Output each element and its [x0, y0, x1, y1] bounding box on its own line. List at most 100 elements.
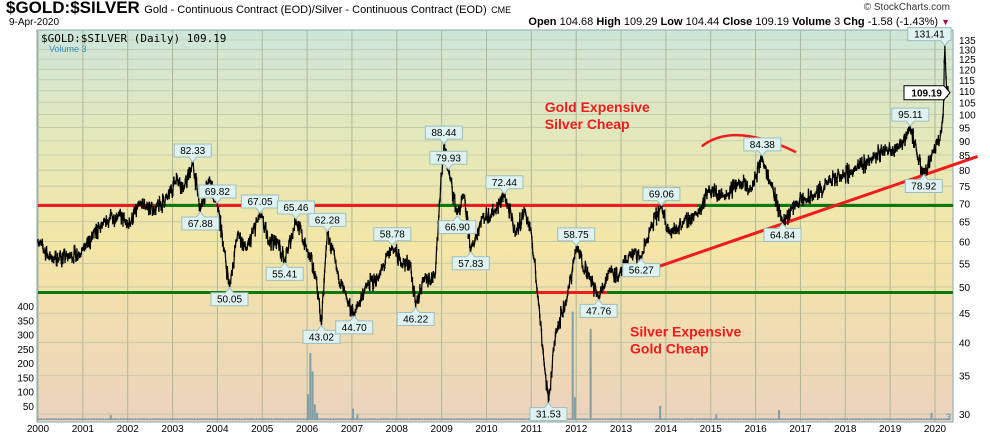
volume-bar [428, 418, 430, 420]
y-tick-label: 35 [959, 372, 971, 383]
volume-bar [595, 418, 597, 420]
volume-spike [307, 394, 310, 420]
volume-bar [518, 418, 520, 420]
volume-bar [616, 418, 618, 420]
volume-bar [503, 418, 505, 420]
legend-volume: Volume 3 [49, 44, 87, 54]
volume-bar [448, 418, 450, 420]
volume-bar [860, 418, 862, 420]
volume-bar [204, 418, 207, 420]
volume-bar [245, 418, 247, 420]
volume-bar [492, 418, 495, 420]
volume-bar [202, 418, 204, 420]
open-value: 104.68 [559, 16, 594, 28]
volume-bar [179, 418, 181, 420]
volume-bar [830, 418, 832, 420]
label-box [396, 306, 435, 327]
volume-bar [663, 418, 665, 420]
volume-bar [603, 418, 605, 420]
volume-bar [120, 418, 122, 420]
volume-bar [845, 418, 847, 420]
volume-bar [823, 418, 826, 420]
volume-bar [772, 418, 774, 420]
volume-bar [691, 418, 694, 420]
point-label: 88.44 [424, 125, 463, 145]
volume-bar [690, 418, 692, 420]
volume-bar [281, 418, 283, 420]
volume-bar [646, 418, 648, 420]
volume-bar [739, 418, 741, 420]
volume-bar [869, 418, 871, 420]
volume-bar [944, 418, 947, 420]
label-box [743, 137, 782, 157]
volume-bar [99, 418, 102, 420]
volume-bar [253, 418, 255, 420]
volume-bar [743, 418, 745, 420]
label-text: 88.44 [431, 128, 456, 139]
volume-bar [831, 418, 834, 420]
volume-bar [371, 418, 373, 420]
volume-bar [460, 418, 462, 420]
volume-bar [459, 418, 461, 420]
x-tick-label: 2004 [206, 424, 229, 435]
volume-bar [74, 419, 76, 420]
volume-bar [191, 418, 193, 420]
volume-bar [795, 418, 797, 420]
y-tick-label: 80 [959, 166, 971, 177]
point-label: 131.41 [907, 27, 952, 47]
volume-bar [740, 418, 742, 420]
volume-bar [402, 418, 404, 420]
volume-bar [425, 418, 427, 420]
volume-bar [336, 418, 339, 420]
volume-bar [389, 418, 391, 420]
y-tick-label: 115 [959, 76, 975, 87]
y-tick-label: 105 [959, 98, 976, 109]
volume-bar [846, 418, 848, 420]
volume-bar [90, 418, 92, 420]
volume-bar [216, 418, 219, 420]
volume-bar [382, 418, 384, 420]
volume-bar [510, 418, 512, 420]
volume-bar [473, 418, 476, 420]
volume-bar [40, 418, 42, 420]
volume-bar [303, 418, 305, 420]
volume-bar [331, 419, 333, 420]
volume-bar [582, 418, 585, 420]
volume-bar [854, 418, 857, 420]
volume-bar [140, 418, 142, 420]
volume-bar [498, 418, 500, 420]
volume-bar [335, 418, 337, 420]
volume-bar [588, 418, 590, 420]
volume-bar [471, 418, 473, 420]
volume-bar [862, 419, 865, 420]
volume-bar [521, 418, 523, 420]
volume-bar [584, 418, 586, 420]
volume-bar [199, 418, 201, 420]
volume-bar [350, 418, 352, 420]
volume-bar [725, 418, 727, 420]
volume-bar [381, 418, 383, 420]
volume-bar [494, 418, 496, 420]
volume-bar [438, 418, 441, 420]
volume-bar [694, 418, 696, 420]
volume-bar [837, 418, 839, 420]
volume-bar [756, 419, 758, 420]
volume-bar [819, 418, 822, 420]
y-tick-label: 135 [959, 36, 976, 47]
volume-bar [223, 418, 225, 420]
low-value: 104.44 [685, 16, 720, 28]
x-tick-label: 2019 [879, 424, 902, 435]
volume-bar [105, 418, 107, 420]
volume-bar [825, 418, 827, 420]
volume-bar [186, 418, 188, 420]
volume-bar [374, 418, 376, 420]
volume-bar [138, 418, 141, 420]
volume-tick-label: 100 [17, 388, 34, 399]
volume-bar [737, 418, 739, 420]
volume-bar [936, 418, 939, 420]
volume-bar [141, 418, 143, 420]
volume-bar [701, 418, 703, 420]
volume-bar [78, 418, 80, 420]
volume-bar [190, 418, 192, 420]
volume-bar [447, 418, 449, 420]
